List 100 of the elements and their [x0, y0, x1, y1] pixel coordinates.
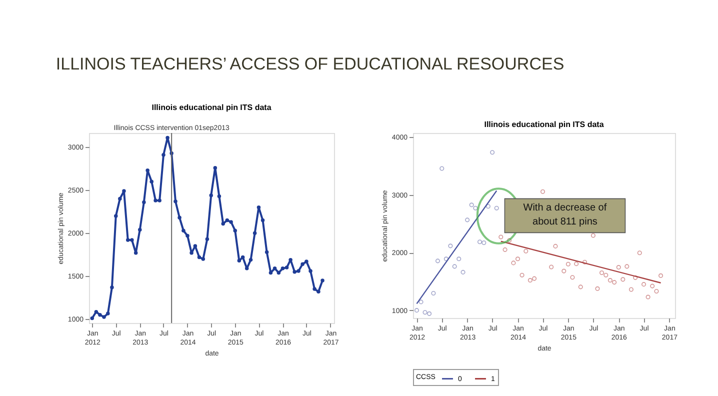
point: [498, 234, 504, 240]
point: [225, 218, 230, 222]
point: [174, 199, 178, 204]
point: [502, 247, 508, 252]
point: [90, 316, 94, 320]
point: [620, 277, 626, 282]
point: [154, 198, 158, 202]
point: [102, 315, 106, 319]
point: [308, 269, 312, 273]
point: [213, 166, 218, 170]
point: [130, 238, 134, 242]
point: [197, 255, 202, 260]
point: [138, 228, 142, 232]
point: [608, 278, 612, 283]
point: [256, 206, 261, 210]
point: [320, 278, 324, 282]
point: [134, 251, 138, 255]
point: [448, 244, 453, 248]
point: [599, 270, 604, 276]
point: [316, 290, 320, 294]
text: ILLINOIS TEACHERS’ ACCESS OF EDUCATIONAL RESOURCES: [56, 54, 564, 74]
point: [280, 266, 285, 270]
point: [114, 214, 118, 218]
point: [595, 286, 600, 291]
point: [532, 276, 537, 281]
point: [431, 291, 436, 296]
point: [574, 262, 579, 266]
point: [477, 240, 482, 244]
point: [221, 222, 225, 226]
point: [268, 270, 273, 275]
chart-title: Illinois educational pin ITS data: [484, 120, 604, 129]
point: [248, 258, 253, 262]
point: [440, 166, 444, 171]
point: [553, 244, 558, 248]
point: [178, 216, 182, 220]
point: [612, 280, 617, 285]
point: [494, 206, 499, 210]
point: [562, 268, 566, 274]
point: [240, 255, 245, 260]
point: [590, 233, 596, 238]
point: [146, 168, 150, 172]
point: [469, 202, 474, 208]
point: [292, 270, 296, 274]
point: [456, 256, 462, 262]
point: [511, 260, 516, 266]
point: [166, 136, 170, 140]
point: [126, 238, 130, 242]
chart-title: Illinois educational pin ITS data: [152, 103, 272, 112]
point: [217, 194, 222, 198]
point: [260, 218, 265, 222]
point: [122, 189, 126, 193]
point: [312, 287, 316, 291]
point: [201, 257, 206, 261]
point: [162, 153, 166, 157]
annotation: With a decrease of about 811 pins: [523, 202, 607, 228]
point: [515, 256, 520, 262]
point: [118, 196, 122, 201]
point: [486, 204, 490, 209]
point: [233, 228, 237, 232]
point: [435, 258, 440, 264]
point: [452, 264, 457, 269]
point: [578, 284, 583, 290]
point: [106, 312, 110, 316]
point: [460, 270, 466, 274]
point: [490, 150, 495, 155]
point: [444, 256, 448, 262]
point: [465, 218, 470, 222]
point: [142, 200, 146, 204]
point: [205, 237, 210, 242]
point: [642, 282, 646, 287]
point: [637, 250, 642, 256]
point: [604, 272, 608, 278]
point: [304, 260, 308, 264]
point: [272, 266, 277, 270]
point: [528, 278, 532, 283]
point: [633, 275, 638, 280]
point: [190, 251, 194, 255]
point: [150, 180, 154, 184]
point: [427, 311, 432, 316]
point: [549, 264, 554, 270]
point: [646, 294, 650, 300]
point: [658, 273, 664, 278]
point: [414, 308, 419, 313]
point: [654, 288, 659, 294]
point: [186, 234, 190, 238]
point: [296, 269, 300, 273]
point: [264, 250, 269, 254]
point: [570, 275, 575, 280]
point: [284, 266, 289, 270]
point: [252, 231, 257, 236]
point: [473, 206, 478, 210]
point: [110, 285, 114, 290]
point: [418, 300, 424, 304]
point: [229, 220, 233, 224]
point: [540, 189, 546, 194]
point: [624, 264, 630, 269]
point: [566, 262, 570, 266]
point: [628, 287, 634, 292]
point: [276, 270, 281, 275]
point: [300, 262, 304, 266]
